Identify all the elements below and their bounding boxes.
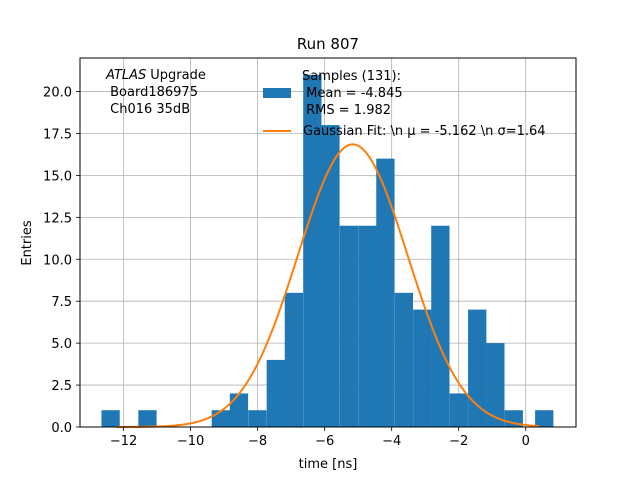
legend: Samples (131): Mean = -4.845 RMS = 1.982… <box>263 69 546 139</box>
legend-samples-line-2: Mean = -4.845 <box>302 86 403 101</box>
annotation-line-3: Ch016 35dB <box>106 102 190 117</box>
histogram-bar <box>321 125 340 427</box>
histogram-bar <box>358 225 377 427</box>
annotation-upgrade: Upgrade <box>150 68 206 83</box>
histogram-bar <box>468 309 487 427</box>
histogram-bar <box>248 410 267 427</box>
y-tick-label: 10.0 <box>43 253 72 268</box>
y-tick-label: 2.5 <box>51 379 72 394</box>
legend-fit-label: Gaussian Fit: \n μ = -5.162 \n σ=1.64 <box>303 124 546 139</box>
histogram-bar <box>486 343 505 427</box>
x-tick-label: −6 <box>315 434 334 449</box>
y-tick-label: 20.0 <box>43 86 72 101</box>
x-axis-label: time [ns] <box>299 457 358 472</box>
histogram-bar <box>229 393 249 427</box>
histogram-bar <box>535 410 554 427</box>
legend-samples-line-1: Samples (131): <box>302 69 401 84</box>
x-tick-label: −8 <box>248 434 267 449</box>
histogram-bar <box>449 393 468 427</box>
annotation-block: ATLAS Upgrade Board186975 Ch016 35dB <box>105 68 206 117</box>
y-tick-label: 12.5 <box>43 211 72 226</box>
y-tick-label: 5.0 <box>51 337 72 352</box>
x-tick-label: −4 <box>382 434 401 449</box>
histogram-bar <box>101 410 120 427</box>
plot-frame <box>79 57 577 428</box>
legend-samples-swatch <box>263 88 291 98</box>
histogram-bar <box>266 359 285 427</box>
gaussian-fit <box>116 143 540 428</box>
y-tick-label: 17.5 <box>43 127 72 142</box>
y-axis-label: Entries <box>20 220 35 266</box>
y-tick-label: 0.0 <box>51 421 72 436</box>
x-tick-label: 0 <box>522 434 530 449</box>
annotation-line-2: Board186975 <box>106 85 198 100</box>
x-axis-ticks: −12 −10 −8 −6 −4 −2 0 <box>110 427 530 449</box>
annotation-line-1: ATLAS Upgrade <box>105 68 206 83</box>
x-tick-label: −10 <box>177 434 204 449</box>
histogram-bar <box>284 292 304 427</box>
histogram-bar <box>376 158 395 428</box>
legend-samples-line-3: RMS = 1.982 <box>302 103 391 118</box>
histogram-bar <box>303 74 322 427</box>
histogram-bar <box>138 410 157 427</box>
y-axis-ticks: 0.0 2.5 5.0 7.5 10.0 12.5 15.0 17.5 20.0 <box>43 86 80 436</box>
x-tick-label: −2 <box>449 434 468 449</box>
chart-title: Run 807 <box>297 35 359 53</box>
y-tick-label: 15.0 <box>43 169 72 184</box>
histogram-bar <box>211 410 231 427</box>
gaussian-fit-curve <box>116 143 540 428</box>
histogram-bar <box>431 225 450 427</box>
histogram-bar <box>394 292 413 427</box>
histogram-bar <box>339 225 359 427</box>
y-tick-label: 7.5 <box>51 295 72 310</box>
x-tick-label: −12 <box>110 434 137 449</box>
histogram-bar <box>413 309 432 427</box>
annotation-atlas: ATLAS <box>105 68 146 83</box>
